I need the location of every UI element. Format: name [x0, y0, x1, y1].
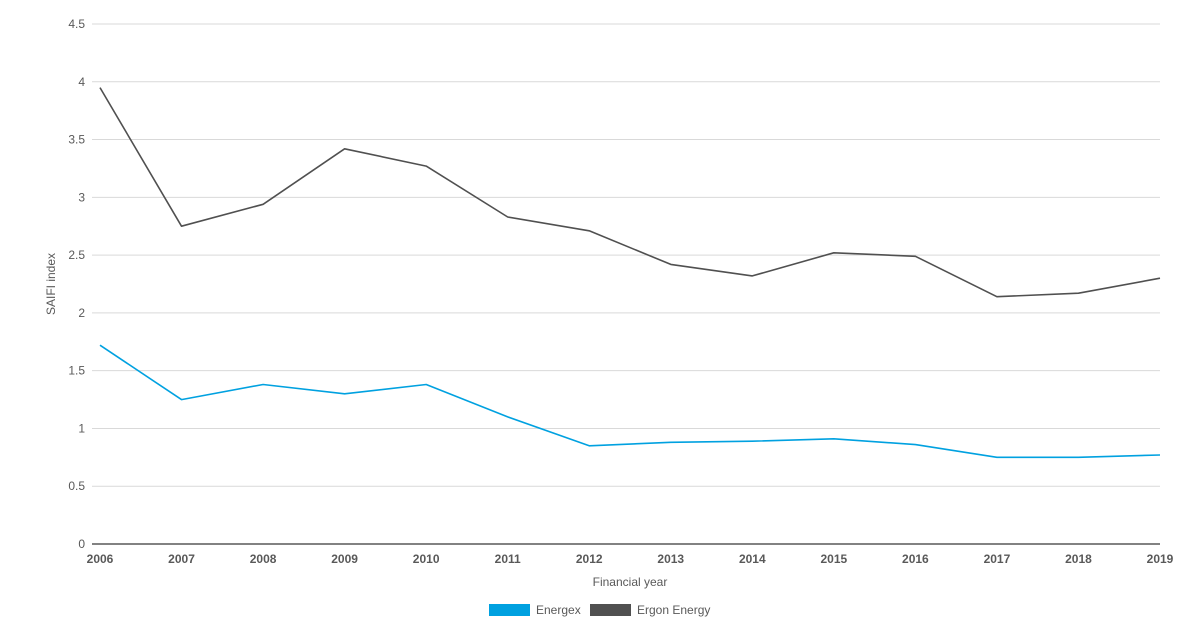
y-tick-label: 0: [78, 537, 85, 551]
legend: Energex Ergon Energy: [489, 603, 710, 617]
x-tick-label: 2010: [413, 552, 440, 566]
legend-swatch: [489, 604, 530, 616]
x-tick-label: 2008: [250, 552, 277, 566]
x-tick-label: 2017: [984, 552, 1011, 566]
x-tick-label: 2013: [657, 552, 684, 566]
y-axis-title: SAIFI index: [44, 253, 58, 315]
y-tick-label: 4: [78, 75, 85, 89]
x-axis-title: Financial year: [593, 575, 668, 589]
x-tick-label: 2009: [331, 552, 358, 566]
series-lines: [99, 87, 1161, 459]
legend-label: Ergon Energy: [637, 603, 710, 617]
x-tick-label: 2018: [1065, 552, 1092, 566]
y-tick-label: 2.5: [68, 248, 85, 262]
x-axis-ticks: 2006 2007 2008 2009 2010 2011 2012 2013 2014 2015…: [87, 552, 1174, 566]
y-tick-label: 2: [78, 306, 85, 320]
gridlines: [92, 23, 1160, 545]
x-tick-label: 2019: [1147, 552, 1174, 566]
x-tick-label: 2011: [495, 552, 521, 566]
x-tick-label: 2007: [168, 552, 195, 566]
y-tick-label: 4.5: [68, 17, 85, 31]
y-tick-label: 1: [78, 421, 85, 435]
x-tick-label: 2014: [739, 552, 766, 566]
y-tick-label: 0.5: [68, 479, 85, 493]
x-tick-label: 2015: [820, 552, 847, 566]
series-line-energex: [99, 344, 1161, 459]
series-line-ergon-energy: [99, 87, 1161, 298]
y-tick-label: 1.5: [68, 364, 85, 378]
legend-label: Energex: [536, 603, 581, 617]
x-tick-label: 2012: [576, 552, 603, 566]
y-tick-label: 3.5: [68, 133, 85, 147]
y-tick-label: 3: [78, 190, 85, 204]
x-tick-label: 2006: [87, 552, 114, 566]
y-axis-ticks: 0 0.5 1 1.5 2 2.5 3 3.5 4 4.5: [68, 17, 85, 551]
x-tick-label: 2016: [902, 552, 929, 566]
legend-swatch: [590, 604, 631, 616]
